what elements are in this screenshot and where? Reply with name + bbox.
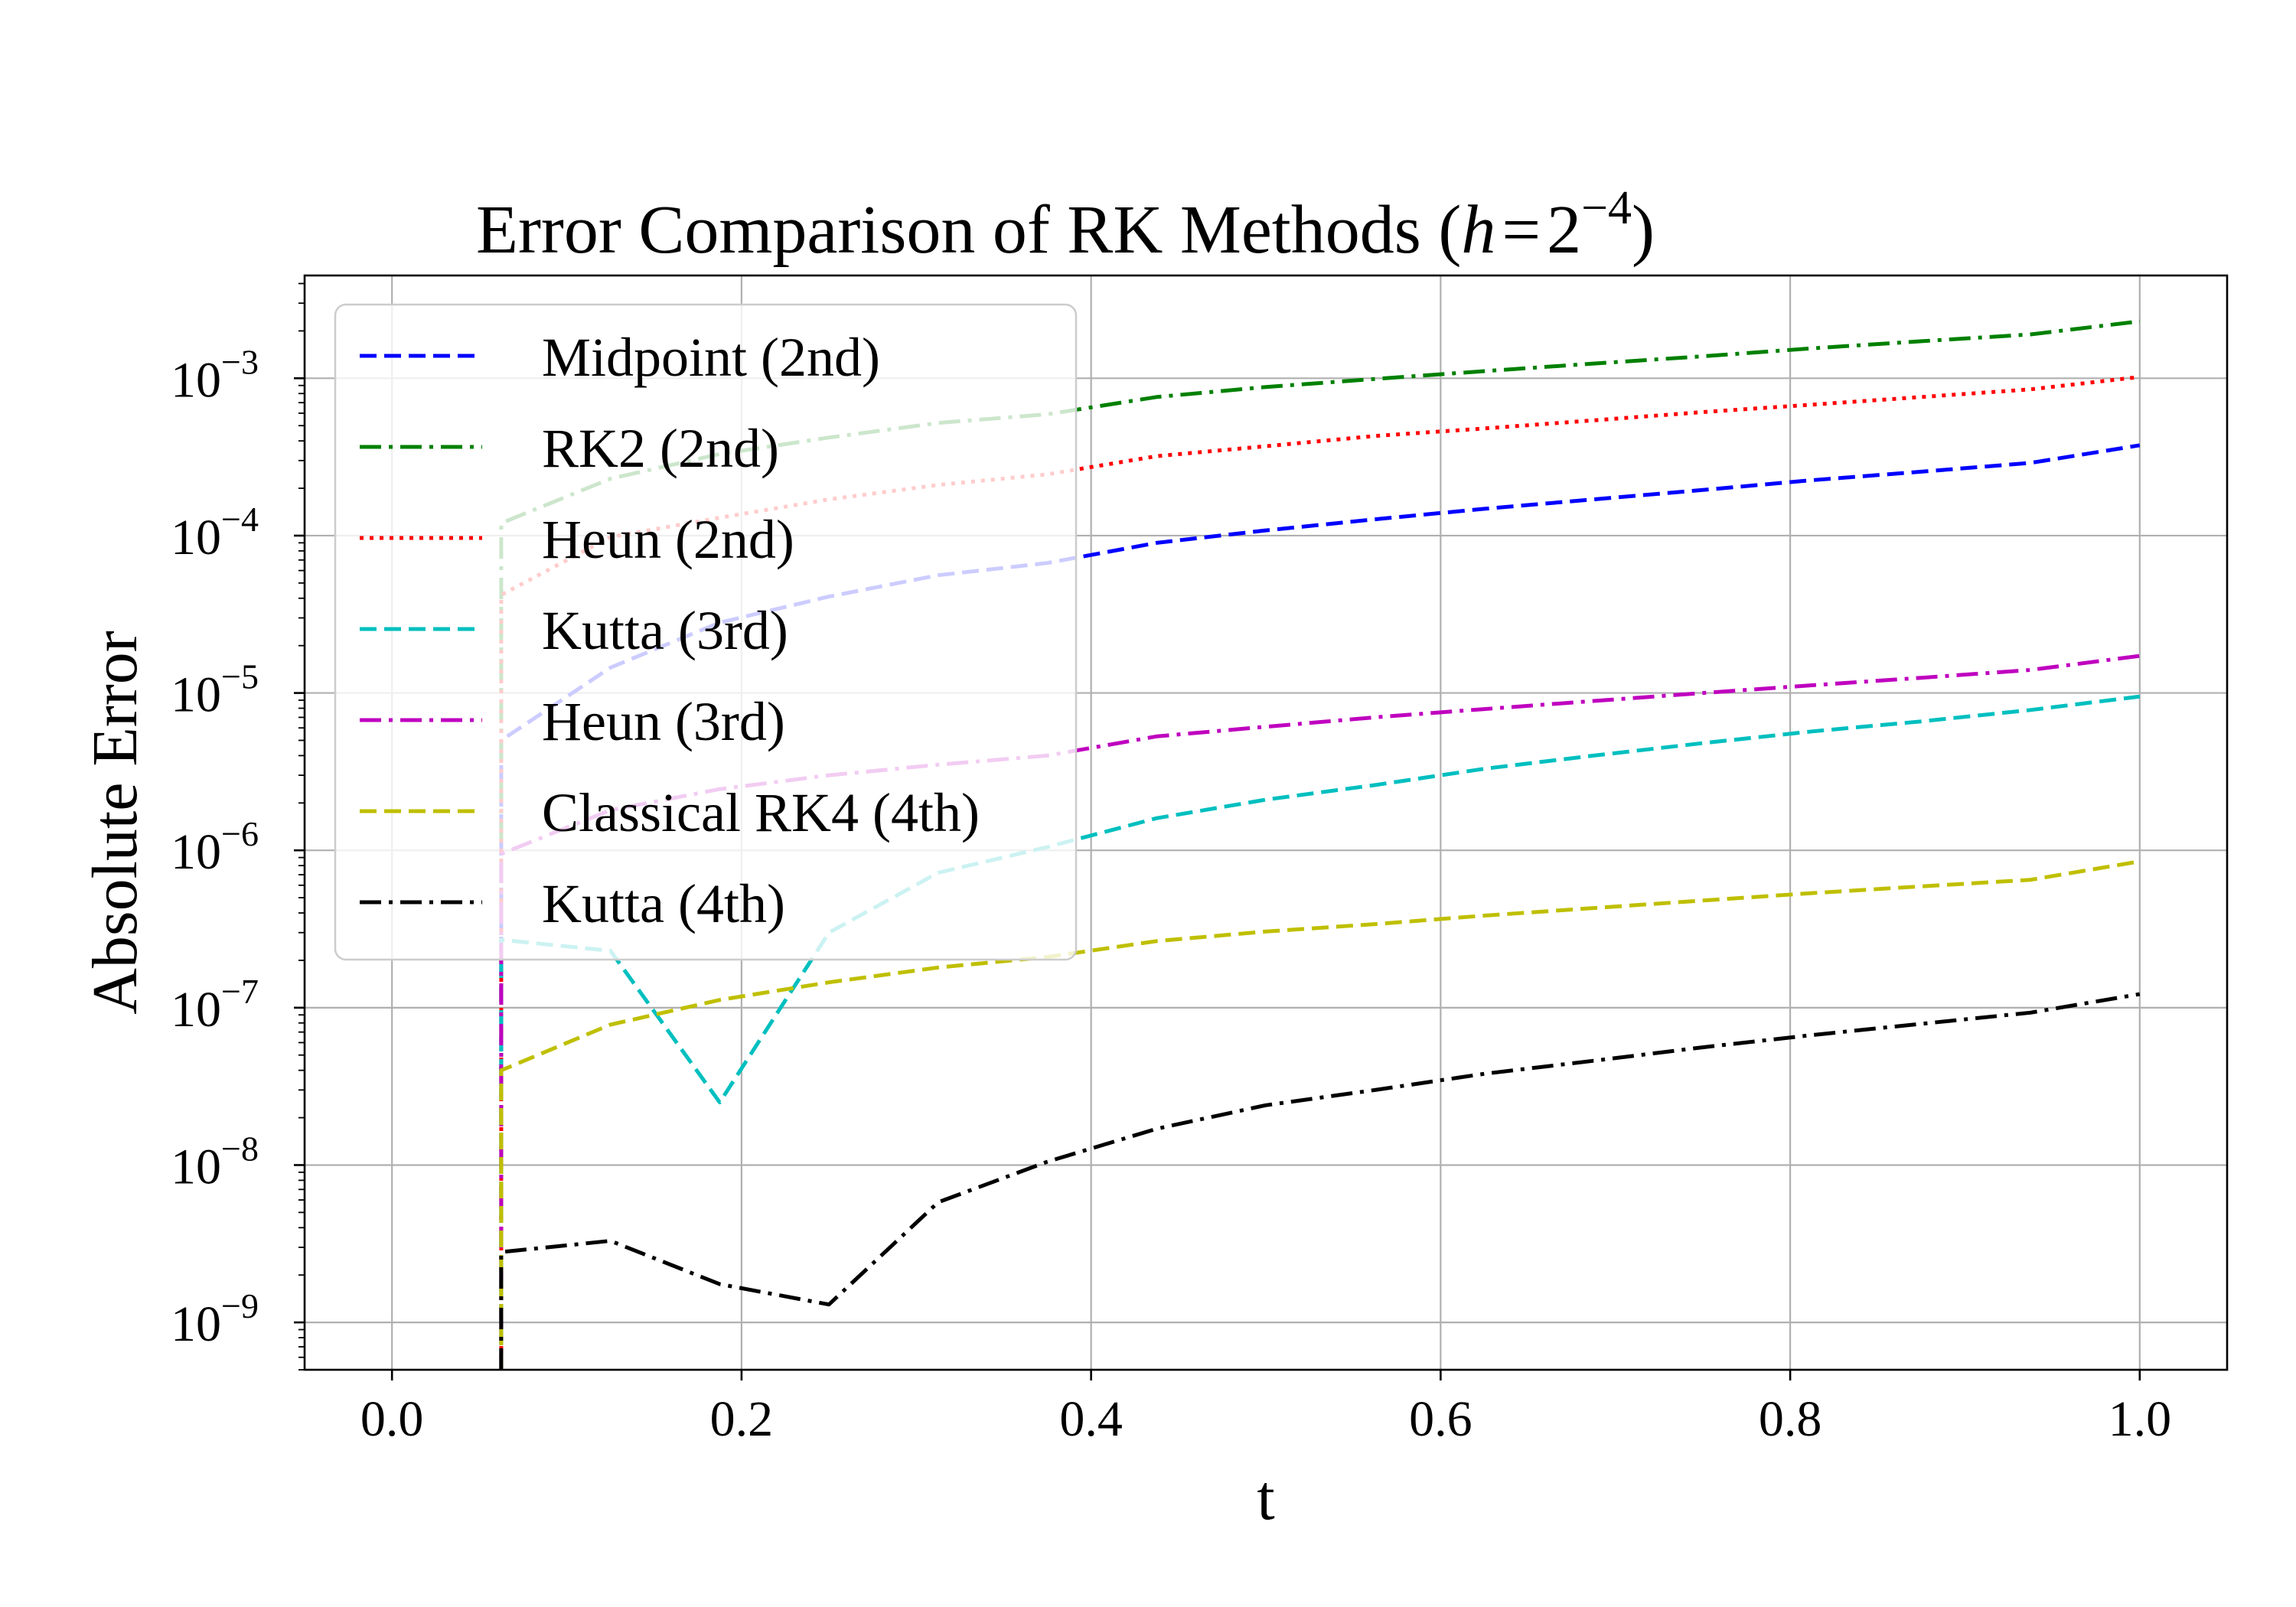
series-line	[499, 859, 2141, 1370]
x-axis-label: t	[1257, 1462, 1274, 1534]
x-tick-label: 0.4	[1059, 1391, 1123, 1447]
legend-label: Classical RK4 (4th)	[542, 782, 980, 843]
y-axis-label: Absolute Error	[80, 631, 151, 1015]
x-tick-label: 0.6	[1409, 1391, 1473, 1447]
y-tick-label: 10−9	[171, 1286, 259, 1352]
plot-frame	[303, 274, 2229, 1371]
legend-label: RK2 (2nd)	[542, 418, 779, 479]
legend-label: Heun (3rd)	[542, 691, 785, 752]
y-tick-label: 10−4	[171, 500, 259, 566]
series-line	[499, 319, 2141, 1370]
y-tick-label: 10−8	[171, 1129, 259, 1195]
y-tick-label: 10−6	[171, 814, 259, 880]
legend-label: Kutta (4th)	[542, 873, 785, 934]
y-tick-label: 10−7	[171, 972, 259, 1038]
legend-label: Heun (2nd)	[542, 509, 794, 570]
x-tick-label: 1.0	[2108, 1391, 2172, 1447]
y-tick-label: 10−5	[171, 657, 259, 723]
x-tick-label: 0.2	[710, 1391, 774, 1447]
series-line	[499, 694, 2141, 1370]
legend-label: Midpoint (2nd)	[542, 327, 880, 388]
series-line	[499, 992, 2141, 1370]
x-tick-label: 0.8	[1759, 1391, 1822, 1447]
legend-label: Kutta (3rd)	[542, 600, 788, 661]
chart-title: Error Comparison of RK Methods (h=2−4)	[476, 182, 1655, 268]
legend: Midpoint (2nd) RK2 (2nd) Heun (2nd) Kutta (…	[334, 303, 1078, 961]
x-tick-label: 0.0	[360, 1391, 424, 1447]
legend-box	[334, 303, 1078, 961]
axis-ticks: 0.0 0.2 0.4 0.6 0.8 1.0 10−3 10−4 10−5 10−6 10−7 10…	[171, 282, 2172, 1447]
y-tick-label: 10−3	[171, 342, 259, 408]
